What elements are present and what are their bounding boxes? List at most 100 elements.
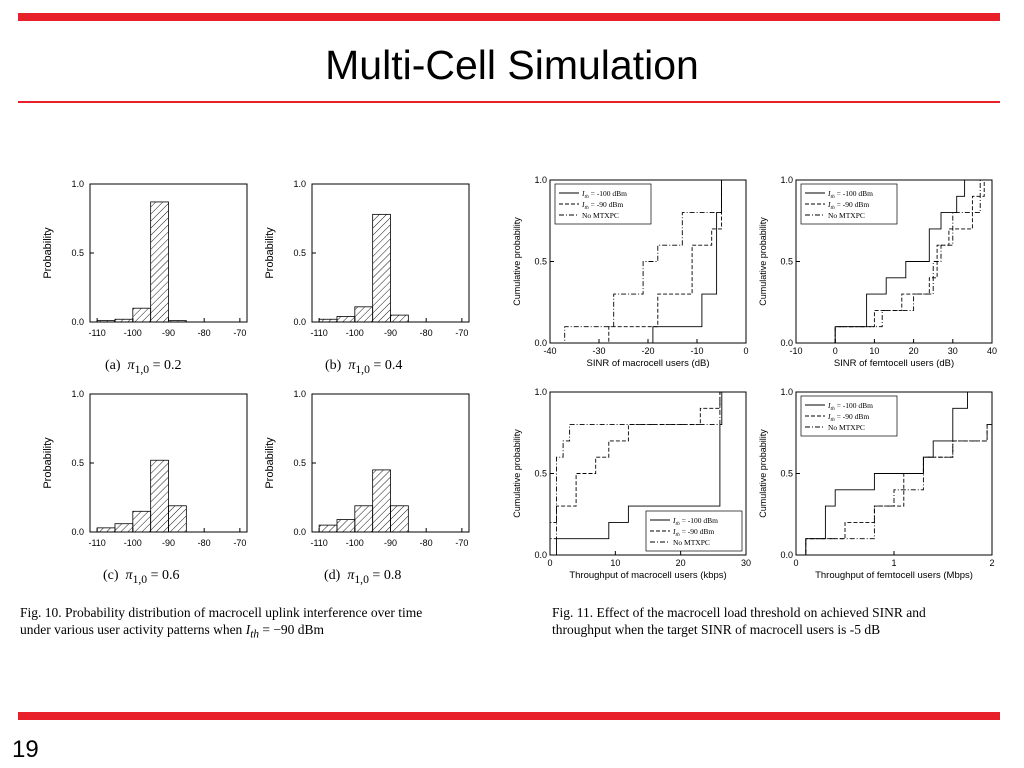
subcaption-c: (c) π1,0 = 0.6 bbox=[103, 568, 180, 586]
legend-label: No MTXPC bbox=[828, 423, 865, 432]
cdf-svg-h: 0.0 0.5 1.0 0 1 2 Throughput of femtocell user… bbox=[758, 387, 995, 581]
histogram-bar bbox=[114, 318, 134, 323]
histogram-bar bbox=[132, 510, 152, 533]
y-tick-label: 0.0 bbox=[293, 317, 306, 327]
x-tick-label: -70 bbox=[455, 538, 468, 548]
cdf-svg-f: 0.0 0.5 1.0 -10 0 10 20 30 40 SINR of femtocell u… bbox=[758, 175, 997, 369]
histogram-c: 0.0 0.5 1.0 -110 -100 -90 -80 -70 Probability bbox=[40, 386, 260, 561]
histogram-bar bbox=[168, 505, 187, 533]
legend-label: Ith = -90 dBm bbox=[827, 412, 869, 423]
fig10-caption-suffix: = −90 dBm bbox=[258, 622, 325, 637]
y-tick-label: 1.0 bbox=[780, 387, 793, 397]
x-tick-label: -110 bbox=[88, 538, 105, 548]
legend-label: Ith = -100 dBm bbox=[581, 189, 627, 200]
x-tick-label: 0 bbox=[793, 558, 798, 568]
x-tick-label: -90 bbox=[384, 328, 397, 338]
histogram-svg-b: 0.0 0.5 1.0 -110 -100 -90 -80 -70 Probability bbox=[264, 179, 470, 338]
series-line bbox=[796, 424, 992, 556]
series-line bbox=[549, 391, 746, 555]
series-line bbox=[549, 391, 746, 555]
x-tick-label: -110 bbox=[88, 328, 105, 338]
subcaption-d-value: 0.8 bbox=[383, 568, 402, 583]
x-tick-label: -100 bbox=[124, 538, 142, 548]
histogram-bar bbox=[336, 519, 356, 533]
x-axis-label: SINR of femtocell users (dB) bbox=[834, 358, 954, 369]
histogram-b: 0.0 0.5 1.0 -110 -100 -90 -80 -70 Probability bbox=[262, 176, 482, 351]
y-axis-label: Cumulative probability bbox=[758, 217, 768, 306]
histogram-bar bbox=[336, 316, 356, 323]
histogram-bar bbox=[114, 523, 134, 533]
legend-label: No MTXPC bbox=[673, 538, 710, 547]
x-tick-label: 20 bbox=[676, 558, 686, 568]
histogram-bar bbox=[96, 320, 116, 323]
subcaption-a-label: (a) bbox=[105, 358, 121, 373]
legend-label: No MTXPC bbox=[582, 211, 619, 220]
subcaption-b-label: (b) bbox=[325, 358, 342, 373]
fig10-caption-sub: th bbox=[250, 628, 259, 641]
y-tick-label: 1.0 bbox=[71, 179, 84, 189]
y-axis-label: Probability bbox=[42, 437, 54, 489]
x-tick-label: 1 bbox=[891, 558, 896, 568]
x-tick-label: -100 bbox=[124, 328, 142, 338]
x-tick-label: 30 bbox=[948, 346, 958, 356]
y-tick-label: 1.0 bbox=[71, 389, 84, 399]
histogram-bar bbox=[132, 307, 152, 323]
histogram-svg-a: 0.0 0.5 1.0 -110 -100 -90 -80 -70 Probability bbox=[42, 179, 248, 338]
x-tick-label: 0 bbox=[743, 346, 748, 356]
x-tick-label: -110 bbox=[310, 328, 327, 338]
bottom-accent-bar bbox=[18, 712, 1000, 720]
series-line bbox=[550, 180, 722, 344]
x-tick-label: -70 bbox=[233, 538, 246, 548]
histogram-bar bbox=[372, 469, 391, 533]
x-tick-label: -30 bbox=[592, 346, 605, 356]
y-tick-label: 0.5 bbox=[780, 257, 793, 267]
cdf-svg-e: 0.0 0.5 1.0 -40 -30 -20 -10 0 SINR of macrocell … bbox=[512, 175, 749, 369]
histogram-bar bbox=[390, 505, 409, 533]
x-tick-label: 0 bbox=[833, 346, 838, 356]
fig10-caption-line1: Fig. 10. Probability distribution of mac… bbox=[20, 605, 423, 620]
subcaption-b: (b) π1,0 = 0.4 bbox=[325, 358, 403, 376]
y-tick-label: 0.5 bbox=[534, 257, 547, 267]
legend-label: Ith = -100 dBm bbox=[827, 189, 873, 200]
y-axis-label: Probability bbox=[264, 437, 276, 489]
slide-title: Multi-Cell Simulation bbox=[325, 42, 699, 88]
x-tick-label: 2 bbox=[989, 558, 994, 568]
fig10-caption: Fig. 10. Probability distribution of mac… bbox=[20, 604, 500, 644]
x-tick-label: -80 bbox=[198, 538, 211, 548]
y-tick-label: 0.0 bbox=[780, 338, 793, 348]
subcaption-c-label: (c) bbox=[103, 568, 119, 583]
y-tick-label: 0.0 bbox=[293, 527, 306, 537]
y-tick-label: 0.0 bbox=[534, 550, 547, 560]
histogram-bar bbox=[168, 320, 187, 323]
x-axis-label: Throughput of femtocell users (Mbps) bbox=[815, 570, 973, 581]
x-tick-label: -40 bbox=[543, 346, 556, 356]
x-tick-label: 0 bbox=[547, 558, 552, 568]
cdf-sinr-macrocell: 0.0 0.5 1.0 -40 -30 -20 -10 0 SINR of macrocell … bbox=[508, 175, 758, 376]
series-line bbox=[834, 179, 992, 343]
cdf-throughput-macrocell: 0.0 0.5 1.0 0 10 20 30 Throughput of macrocell … bbox=[508, 387, 758, 588]
x-tick-label: -90 bbox=[384, 538, 397, 548]
y-tick-label: 1.0 bbox=[534, 175, 547, 185]
legend-label: Ith = -90 dBm bbox=[827, 200, 869, 211]
x-tick-label: -90 bbox=[162, 328, 175, 338]
y-tick-label: 1.0 bbox=[293, 389, 306, 399]
subcaption-b-value: 0.4 bbox=[384, 358, 403, 373]
y-tick-label: 0.0 bbox=[534, 338, 547, 348]
histogram-svg-c: 0.0 0.5 1.0 -110 -100 -90 -80 -70 Probability bbox=[42, 389, 248, 548]
series-line bbox=[834, 179, 992, 343]
x-tick-label: 10 bbox=[610, 558, 620, 568]
histogram-bar bbox=[96, 527, 116, 533]
subcaption-d-label: (d) bbox=[324, 568, 341, 583]
y-tick-label: 0.5 bbox=[293, 458, 306, 468]
fig10-caption-line2: under various user activity patterns whe… bbox=[20, 621, 500, 644]
x-tick-label: 40 bbox=[987, 346, 997, 356]
series-line bbox=[796, 424, 992, 556]
y-tick-label: 1.0 bbox=[780, 175, 793, 185]
subcaption-a-value: 0.2 bbox=[164, 358, 182, 373]
y-tick-label: 1.0 bbox=[293, 179, 306, 189]
legend-label: Ith = -90 dBm bbox=[672, 527, 714, 538]
